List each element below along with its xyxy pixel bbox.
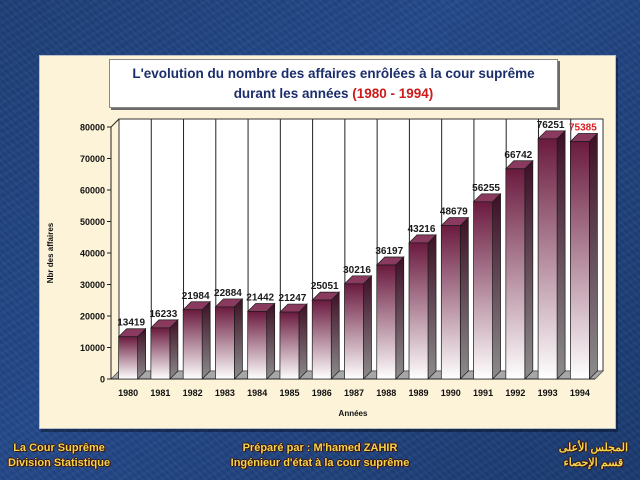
footer-left: La Cour Suprême Division Statistique xyxy=(8,441,110,471)
x-tick-label: 1994 xyxy=(570,388,590,398)
x-tick-label: 1990 xyxy=(441,388,461,398)
x-axis-title: Années xyxy=(339,409,368,418)
x-tick-label: 1987 xyxy=(344,388,364,398)
bar-side xyxy=(459,216,469,380)
bar-side xyxy=(169,319,179,380)
footer-right-line2: قسم الإحصاء xyxy=(563,457,624,469)
bar xyxy=(215,306,235,380)
data-label: 21442 xyxy=(246,292,274,303)
footer-author: Préparé par : M'hamed ZAHIR xyxy=(242,442,398,454)
data-label: 22884 xyxy=(214,288,242,299)
x-tick-label: 1985 xyxy=(279,388,299,398)
bar xyxy=(279,311,300,380)
bar xyxy=(505,168,526,380)
footer-right-line1: المجلس الأعلى xyxy=(558,442,628,454)
bar xyxy=(473,201,493,380)
bar-side xyxy=(330,291,340,380)
bar xyxy=(344,283,364,380)
y-tick-label: 20000 xyxy=(80,312,105,322)
data-label: 25051 xyxy=(311,281,339,292)
chart-title-year-range: (1980 - 1994) xyxy=(352,86,434,101)
x-tick-label: 1983 xyxy=(215,388,235,398)
bar-side xyxy=(524,159,534,380)
y-axis-top xyxy=(110,118,120,128)
bar-side xyxy=(427,234,437,380)
y-tick-label: 40000 xyxy=(80,249,105,259)
bar-side xyxy=(234,298,243,380)
bar-side xyxy=(395,256,405,380)
footer-left-line2: Division Statistique xyxy=(8,457,111,469)
y-tick-label: 0 xyxy=(100,375,105,385)
y-tick-label: 10000 xyxy=(80,343,105,353)
y-tick-label: 80000 xyxy=(80,123,105,133)
data-label: 48679 xyxy=(440,207,468,218)
x-tick-label: 1988 xyxy=(376,388,396,398)
data-label: 66742 xyxy=(504,150,532,161)
x-tick-label: 1986 xyxy=(312,388,332,398)
bar xyxy=(376,264,397,380)
chart-title-line1: L'evolution du nombre des affaires enrôl… xyxy=(132,66,535,81)
x-tick-label: 1989 xyxy=(409,388,429,398)
y-tick-label: 50000 xyxy=(80,217,105,227)
footer-right: المجلس الأعلى قسم الإحصاء xyxy=(559,441,628,471)
chart-title-line2-prefix: durant les années xyxy=(233,86,353,101)
x-tick-label: 1991 xyxy=(473,388,493,398)
bar xyxy=(247,311,268,380)
data-label: 30216 xyxy=(343,265,371,276)
bar-side xyxy=(363,274,372,380)
bar xyxy=(570,141,590,380)
bar xyxy=(440,225,461,380)
y-axis-title: Nbr des affaires xyxy=(46,222,55,283)
bar-side xyxy=(201,300,211,380)
x-tick-label: 1992 xyxy=(505,388,525,398)
bar-side xyxy=(266,302,276,380)
bar-side xyxy=(137,327,146,380)
bar xyxy=(311,299,332,380)
x-tick-label: 1984 xyxy=(247,388,267,398)
data-label: 43216 xyxy=(408,224,436,235)
bar-side xyxy=(298,303,308,380)
footer-left-line1: La Cour Suprême xyxy=(13,442,105,454)
x-tick-label: 1982 xyxy=(183,388,203,398)
bar xyxy=(408,242,429,380)
data-label: 21984 xyxy=(182,291,210,302)
x-tick-label: 1981 xyxy=(150,388,170,398)
data-label: 13419 xyxy=(117,318,145,329)
footer-center: Préparé par : M'hamed ZAHIR Ingénieur d'… xyxy=(0,441,640,471)
data-label: 75385 xyxy=(569,123,597,134)
chart-title: L'evolution du nombre des affaires enrôl… xyxy=(109,59,558,108)
chart-title-line2: durant les années (1980 - 1994) xyxy=(110,84,557,104)
bar-side xyxy=(556,129,566,380)
bar xyxy=(182,309,203,380)
bar xyxy=(537,138,558,380)
x-tick-label: 1980 xyxy=(118,388,138,398)
data-label: 76251 xyxy=(537,120,565,131)
bar-side xyxy=(589,132,598,380)
bar xyxy=(118,336,138,380)
y-tick-label: 60000 xyxy=(80,186,105,196)
data-label: 16233 xyxy=(149,309,177,320)
bar-side xyxy=(492,192,501,380)
footer-author-role: Ingénieur d'état à la cour suprême xyxy=(230,457,410,469)
data-label: 56255 xyxy=(472,183,500,194)
x-tick-label: 1993 xyxy=(538,388,558,398)
data-label: 36197 xyxy=(375,246,403,257)
y-tick-label: 30000 xyxy=(80,280,105,290)
data-label: 21247 xyxy=(279,293,307,304)
bar xyxy=(150,327,171,380)
y-tick-label: 70000 xyxy=(80,154,105,164)
